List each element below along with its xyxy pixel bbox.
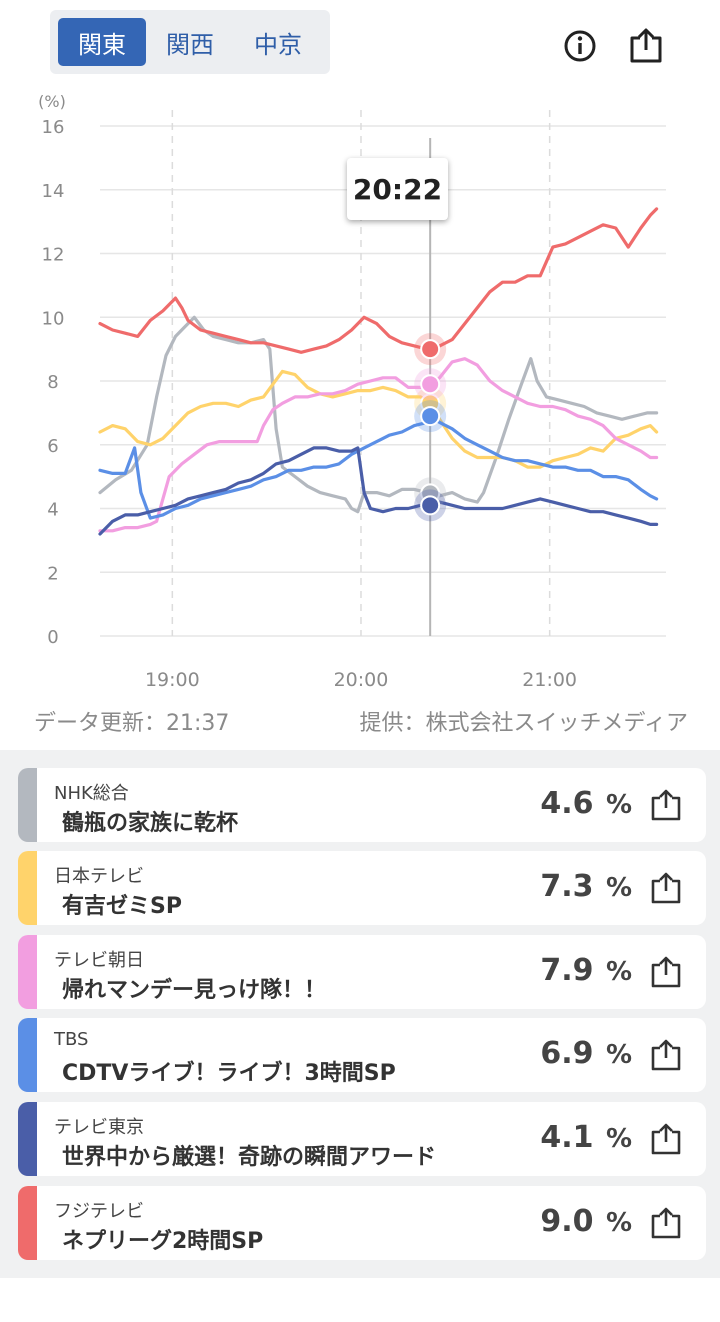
x-tick-label: 20:00: [334, 669, 389, 691]
program-card-tv-asahi[interactable]: テレビ朝日 帰れマンデー見っけ隊！！ 7.9 %: [18, 935, 706, 1009]
station-name: テレビ朝日: [54, 950, 144, 971]
program-list: NHK総合 鶴瓶の家族に乾杯 4.6 % 日本テレビ 有吉ゼミSP 7.3 % …: [0, 750, 720, 1278]
share-icon[interactable]: [650, 955, 682, 989]
rating-value: 4.1 %: [540, 1120, 632, 1155]
program-title: 有吉ゼミSP: [62, 894, 182, 919]
series-point: [420, 406, 441, 427]
series-line: [98, 446, 659, 536]
station-color-bar: [18, 768, 37, 842]
station-name: フジテレビ: [54, 1201, 144, 1222]
series-point: [420, 374, 441, 395]
x-tick-label: 21:00: [522, 669, 577, 691]
program-title: 世界中から厳選！奇跡の瞬間アワード: [62, 1145, 437, 1170]
rating-unit: %: [605, 873, 632, 903]
station-color-bar: [18, 851, 37, 925]
region-tabs: 関東 関西 中京: [50, 10, 330, 74]
share-icon[interactable]: [650, 1038, 682, 1072]
program-card-ntv[interactable]: 日本テレビ 有吉ゼミSP 7.3 %: [18, 851, 706, 925]
rating-number: 7.9: [540, 953, 594, 988]
rating-value: 7.9 %: [540, 953, 632, 988]
provider-label: 提供：株式会社スイッチメディア: [359, 711, 688, 736]
share-icon[interactable]: [650, 1122, 682, 1156]
data-updated-label: データ更新：21:37: [34, 711, 230, 736]
y-tick-label: 12: [42, 245, 65, 266]
station-name: NHK総合: [54, 783, 129, 804]
station-color-bar: [18, 1018, 37, 1092]
series-point: [420, 495, 441, 516]
info-icon[interactable]: [562, 28, 598, 64]
y-tick-label: 16: [42, 117, 65, 138]
rating-value: 7.3 %: [540, 869, 632, 904]
program-card-tv-tokyo[interactable]: テレビ東京 世界中から厳選！奇跡の瞬間アワード 4.1 %: [18, 1102, 706, 1176]
y-tick-label: 6: [47, 436, 58, 457]
program-title: ネプリーグ2時間SP: [62, 1229, 264, 1254]
x-tick-label: 19:00: [145, 669, 200, 691]
y-tick-label: 2: [47, 563, 58, 584]
y-axis-unit: (%): [38, 92, 66, 111]
program-card-tbs[interactable]: TBS CDTVライブ！ライブ！3時間SP 6.9 %: [18, 1018, 706, 1092]
station-name: TBS: [54, 1029, 89, 1050]
series-line: [98, 414, 659, 520]
rating-value: 4.6 %: [540, 786, 632, 821]
y-tick-label: 4: [47, 500, 58, 521]
program-card-fuji[interactable]: フジテレビ ネプリーグ2時間SP 9.0 %: [18, 1186, 706, 1260]
share-icon[interactable]: [650, 788, 682, 822]
program-title: 鶴瓶の家族に乾杯: [62, 811, 239, 836]
top-bar: 関東 関西 中京: [0, 0, 720, 90]
rating-number: 9.0: [540, 1204, 594, 1239]
y-tick-label: 0: [47, 627, 58, 648]
tab-kanto[interactable]: 関東: [58, 18, 146, 66]
share-icon[interactable]: [650, 1206, 682, 1240]
y-tick-label: 10: [42, 308, 65, 329]
rating-number: 7.3: [540, 869, 594, 904]
rating-unit: %: [605, 1040, 632, 1070]
tooltip-time: 20:22: [352, 172, 443, 206]
tab-kansai[interactable]: 関西: [166, 30, 214, 59]
program-card-nhk[interactable]: NHK総合 鶴瓶の家族に乾杯 4.6 %: [18, 768, 706, 842]
series-point: [420, 339, 441, 360]
station-color-bar: [18, 1186, 37, 1260]
station-color-bar: [18, 1102, 37, 1176]
rating-value: 6.9 %: [540, 1036, 632, 1071]
chart-meta: データ更新：21:37 提供：株式会社スイッチメディア: [0, 702, 720, 738]
share-icon[interactable]: [650, 871, 682, 905]
rating-unit: %: [605, 790, 632, 820]
station-name: 日本テレビ: [54, 866, 144, 887]
share-icon[interactable]: [628, 28, 664, 64]
rating-unit: %: [605, 1208, 632, 1238]
rating-unit: %: [605, 1124, 632, 1154]
y-tick-label: 8: [47, 372, 58, 393]
rating-number: 4.6: [540, 786, 594, 821]
rating-number: 4.1: [540, 1120, 594, 1155]
program-title: CDTVライブ！ライブ！3時間SP: [62, 1061, 396, 1086]
line-chart: (%) 0 2 4 6 8 10 12 14 16 19:00 20:00 21:00: [38, 92, 666, 691]
series-line: [98, 369, 659, 469]
rating-number: 6.9: [540, 1036, 594, 1071]
tab-chukyo[interactable]: 中京: [254, 30, 302, 59]
rating-value: 9.0 %: [540, 1204, 632, 1239]
series-line: [98, 207, 659, 354]
rating-chart: (%) 0 2 4 6 8 10 12 14 16 19:00 20:00 21:00 20:22: [0, 80, 720, 700]
program-title: 帰れマンデー見っけ隊！！: [62, 978, 327, 1003]
station-name: テレビ東京: [54, 1117, 144, 1138]
rating-unit: %: [605, 957, 632, 987]
series-line: [98, 357, 659, 533]
time-tooltip: 20:22: [347, 158, 448, 220]
y-tick-label: 14: [42, 181, 65, 202]
station-color-bar: [18, 935, 37, 1009]
